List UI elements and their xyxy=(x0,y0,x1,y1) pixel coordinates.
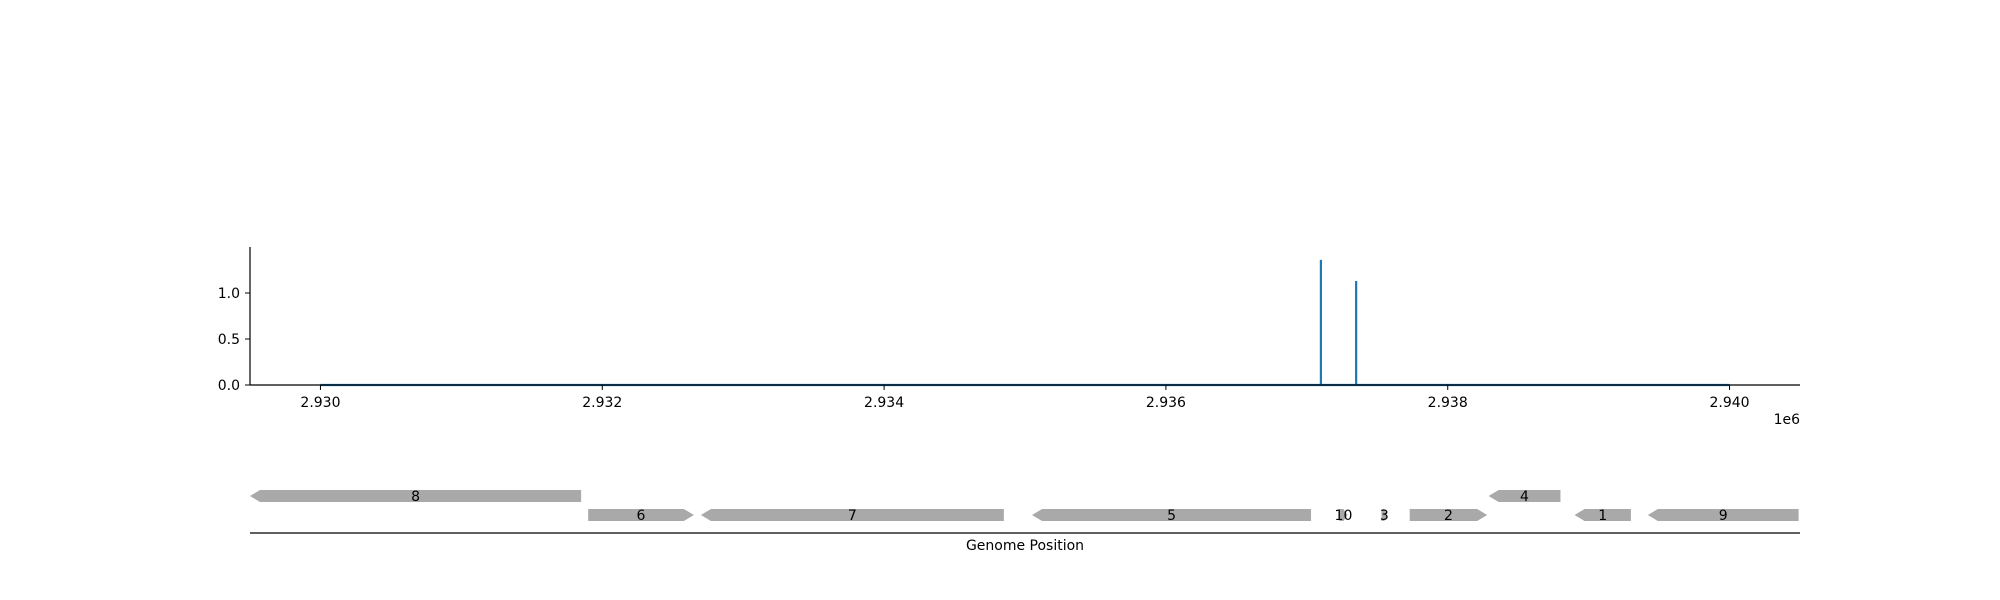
gene-arrow xyxy=(1381,509,1388,521)
gene-7: 7 xyxy=(700,508,1004,524)
gene-label: 10 xyxy=(1335,508,1353,524)
gene-map: 8 6 7 5 10 3 2 4 1 9 Genome Position xyxy=(250,489,1800,554)
gene-arrow xyxy=(700,509,1004,521)
gene-arrow xyxy=(588,509,694,521)
signal-y-ticks: 0.0 0.5 1.0 xyxy=(218,286,250,394)
gene-4: 4 xyxy=(1488,489,1561,505)
gene-label: 4 xyxy=(1520,489,1529,505)
signal-x-ticks: 2.930 2.932 2.934 2.936 2.938 2.940 xyxy=(300,385,1750,411)
gene-arrow xyxy=(1032,509,1312,521)
gene-label: 1 xyxy=(1598,508,1607,524)
gene-label: 9 xyxy=(1719,508,1728,524)
gene-arrow xyxy=(1339,509,1348,521)
x-tick-label: 2.932 xyxy=(582,395,622,411)
gene-3: 3 xyxy=(1380,508,1389,524)
gene-label: 6 xyxy=(637,508,646,524)
gene-8: 8 xyxy=(250,489,582,505)
gene-arrow xyxy=(250,490,582,502)
gene-label: 3 xyxy=(1380,508,1389,524)
gene-10: 10 xyxy=(1335,508,1353,524)
gene-2: 2 xyxy=(1409,508,1488,524)
gene-arrow xyxy=(1488,490,1561,502)
gene-label: 7 xyxy=(848,508,857,524)
gene-label: 8 xyxy=(411,489,420,505)
gene-axis-label: Genome Position xyxy=(966,538,1084,554)
x-tick-label: 2.938 xyxy=(1428,395,1468,411)
x-tick-label: 2.934 xyxy=(864,395,904,411)
x-offset-label: 1e6 xyxy=(1774,412,1801,428)
y-tick-label: 0.5 xyxy=(218,332,240,348)
gene-1: 1 xyxy=(1574,508,1631,524)
gene-5: 5 xyxy=(1032,508,1312,524)
gene-label: 5 xyxy=(1167,508,1176,524)
gene-arrow xyxy=(1647,509,1799,521)
y-tick-label: 1.0 xyxy=(218,286,240,302)
x-tick-label: 2.936 xyxy=(1146,395,1186,411)
gene-arrow xyxy=(1574,509,1631,521)
gene-9: 9 xyxy=(1647,508,1799,524)
y-tick-label: 0.0 xyxy=(218,378,240,394)
signal-plot: 2.930 2.932 2.934 2.936 2.938 2.940 0.0 0.5 1.0… xyxy=(218,247,1800,428)
gene-label: 2 xyxy=(1444,508,1453,524)
gene-arrows: 8 6 7 5 10 3 2 4 1 9 xyxy=(250,489,1799,524)
x-tick-label: 2.930 xyxy=(300,395,340,411)
gene-arrow xyxy=(1409,509,1488,521)
x-tick-label: 2.940 xyxy=(1709,395,1749,411)
gene-6: 6 xyxy=(588,508,694,524)
